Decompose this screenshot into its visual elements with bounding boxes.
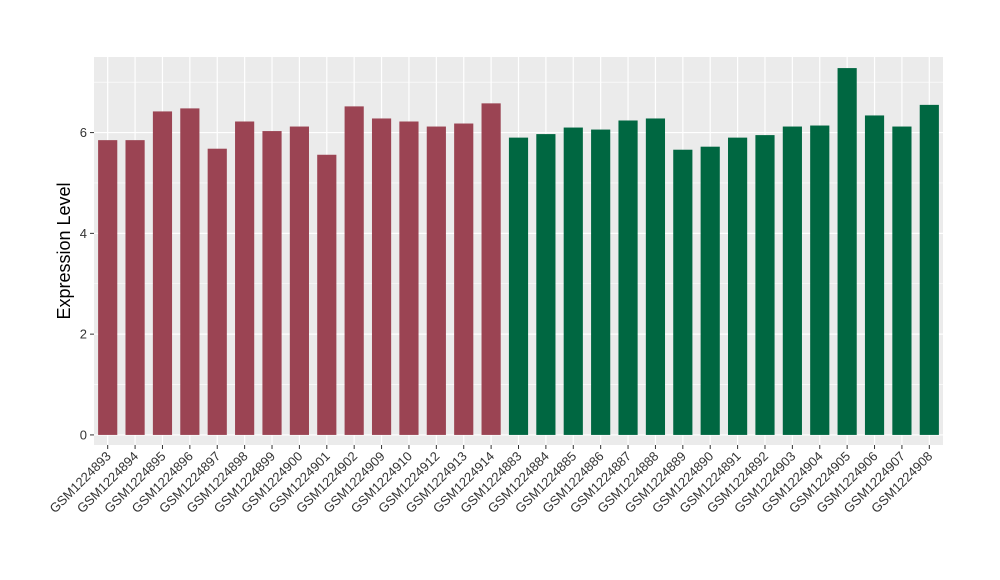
y-tick-label: 0: [80, 427, 87, 442]
bar-GSM1224908: [919, 104, 939, 435]
y-tick-label: 6: [80, 125, 87, 140]
bar-GSM1224884: [536, 134, 556, 435]
bar-GSM1224885: [563, 127, 583, 435]
bar-GSM1224913: [454, 123, 474, 435]
bar-GSM1224897: [207, 148, 227, 435]
x-axis: GSM1224893GSM1224894GSM1224895GSM1224896…: [46, 445, 935, 516]
y-tick-label: 2: [80, 327, 87, 342]
bar-GSM1224888: [645, 118, 666, 435]
bar-GSM1224902: [344, 106, 364, 435]
bar-GSM1224895: [152, 111, 173, 435]
bar-GSM1224914: [481, 103, 501, 435]
bar-GSM1224910: [399, 121, 419, 435]
bar-GSM1224889: [673, 149, 693, 435]
y-tick-label: 4: [80, 226, 87, 241]
bar-GSM1224905: [837, 68, 857, 435]
y-axis-title: Expression Level: [54, 182, 74, 319]
bar-GSM1224912: [426, 126, 446, 435]
bar-GSM1224904: [810, 125, 830, 435]
bar-GSM1224909: [371, 118, 392, 435]
bar-GSM1224891: [728, 137, 748, 435]
bars: [98, 68, 939, 435]
bar-GSM1224899: [262, 131, 282, 435]
bar-GSM1224886: [591, 129, 611, 435]
bar-GSM1224900: [289, 126, 309, 435]
bar-GSM1224883: [508, 137, 529, 435]
bar-GSM1224896: [180, 108, 200, 435]
bar-GSM1224893: [98, 140, 118, 435]
bar-GSM1224903: [782, 126, 802, 435]
bar-GSM1224907: [892, 126, 912, 435]
bar-GSM1224892: [755, 135, 775, 435]
bar-GSM1224887: [618, 120, 638, 435]
bar-GSM1224894: [125, 140, 145, 435]
bar-GSM1224890: [700, 146, 720, 435]
bar-GSM1224898: [235, 121, 255, 435]
bar-GSM1224906: [864, 115, 885, 435]
y-axis: 0 2 4 6: [80, 125, 94, 442]
bar-GSM1224901: [317, 154, 337, 435]
